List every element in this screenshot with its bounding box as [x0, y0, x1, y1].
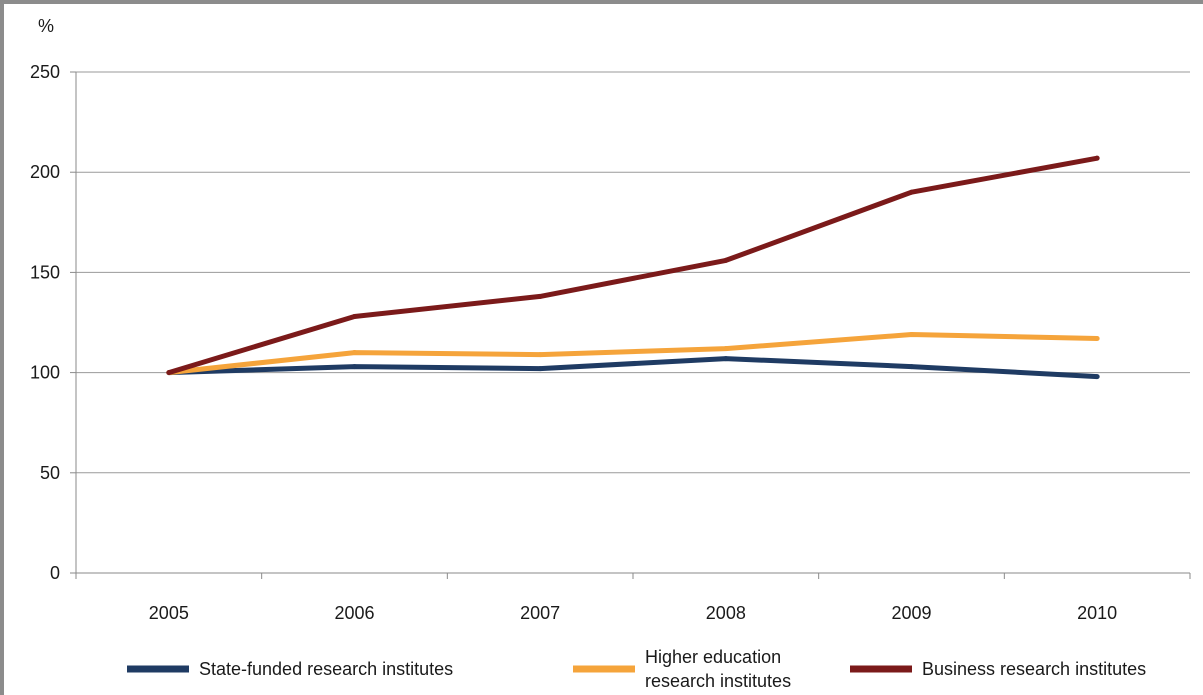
data-point: [166, 370, 172, 376]
x-tick-label: 2006: [334, 603, 374, 623]
grid: [76, 71, 1190, 474]
y-tick-label: 150: [30, 262, 60, 282]
data-point: [909, 332, 914, 338]
y-tick-label: 0: [50, 563, 60, 583]
legend-item: Business research institutes: [850, 659, 1146, 679]
data-point: [909, 364, 914, 370]
x-tick-label: 2008: [706, 603, 746, 623]
data-point: [723, 356, 729, 362]
data-point: [352, 350, 357, 356]
series-line-0: [168, 356, 1098, 380]
series-line-1: [168, 332, 1098, 376]
legend: State-funded research institutes Higher e…: [127, 647, 1146, 691]
y-unit-label: %: [38, 16, 54, 36]
data-point: [1094, 336, 1100, 342]
data-point: [723, 346, 729, 352]
legend-item: State-funded research institutes: [127, 659, 453, 679]
data-point: [352, 364, 357, 370]
data-point: [537, 366, 543, 372]
legend-label: Business research institutes: [922, 659, 1146, 679]
legend-label: Higher education: [645, 647, 781, 667]
x-tick-label: 2007: [520, 603, 560, 623]
data-point: [909, 189, 914, 195]
data-point: [723, 257, 729, 263]
series-line-2: [168, 155, 1098, 375]
data-point: [1094, 155, 1100, 161]
legend-item: Higher education research institutes: [573, 647, 791, 691]
data-point: [1094, 374, 1100, 380]
y-tick-label: 50: [40, 463, 60, 483]
x-tick-label: 2005: [149, 603, 189, 623]
y-tick-label: 250: [30, 62, 60, 82]
x-tick-label: 2009: [891, 603, 931, 623]
y-tick-label: 200: [30, 162, 60, 182]
data-point: [352, 313, 357, 319]
axes: % 0 50 100 150 200 250 2005 2006 2007 2008 2009 201…: [30, 16, 1191, 623]
legend-label: research institutes: [645, 671, 791, 691]
y-tick-label: 100: [30, 363, 60, 383]
legend-label: State-funded research institutes: [199, 659, 453, 679]
data-point: [537, 352, 543, 358]
series-lines: [166, 155, 1100, 380]
data-point: [537, 293, 543, 299]
x-tick-label: 2010: [1077, 603, 1117, 623]
